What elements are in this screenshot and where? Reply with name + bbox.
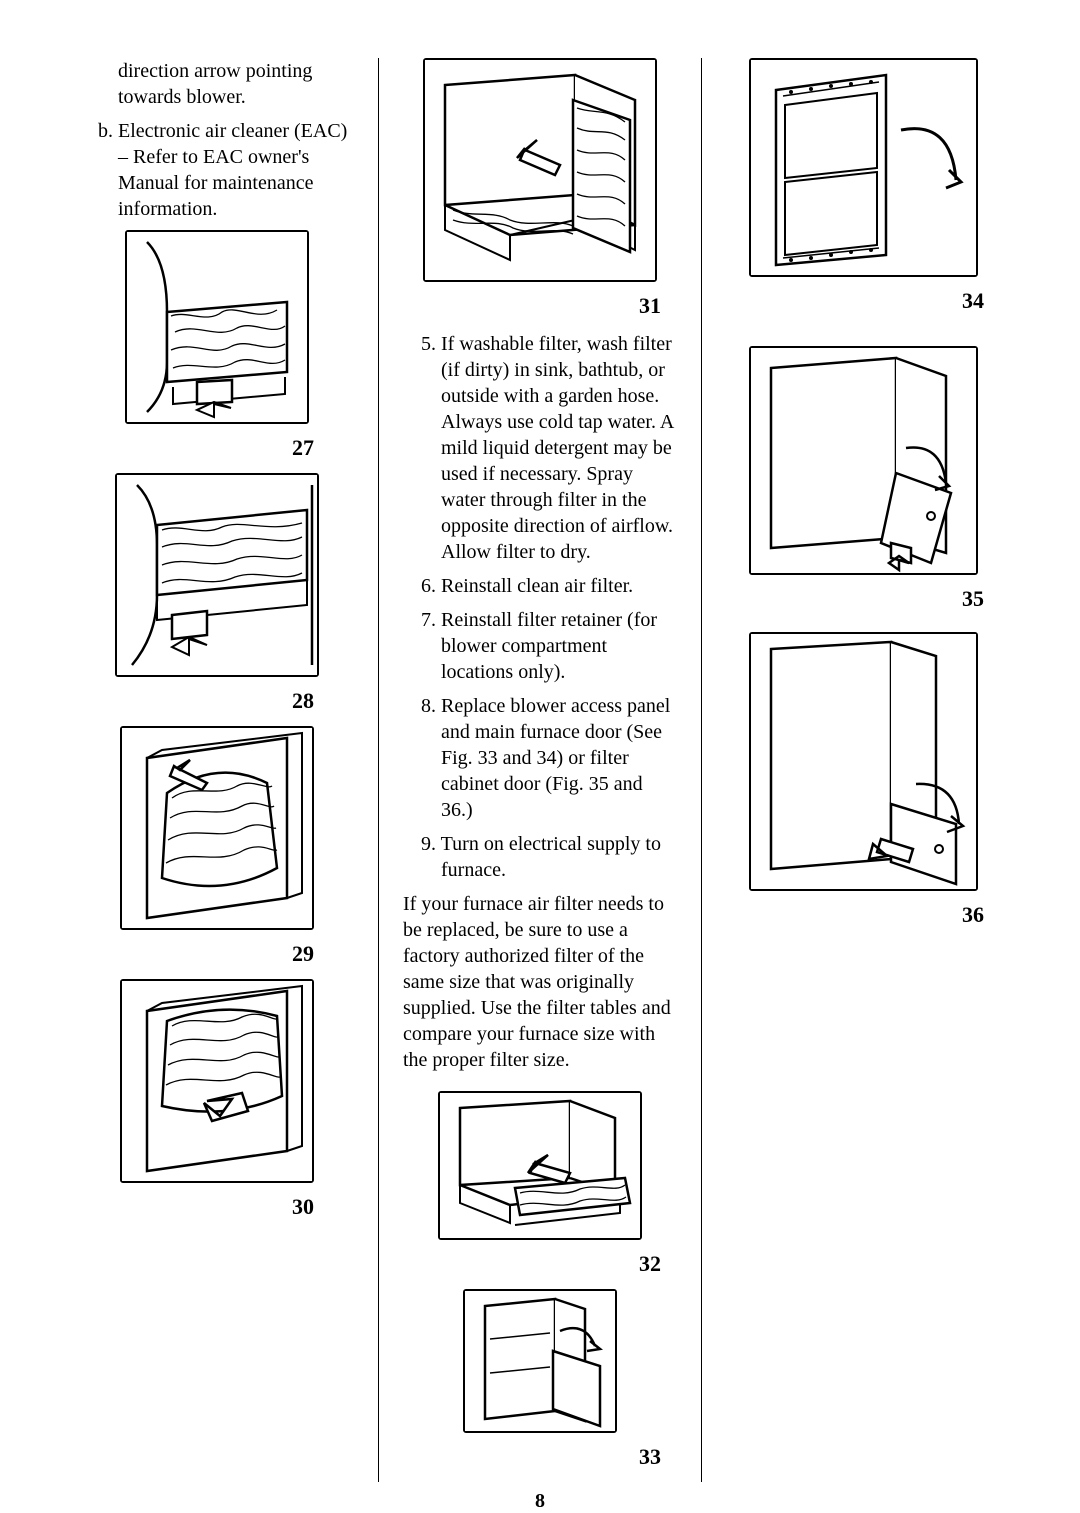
figure-35-svg	[751, 348, 976, 573]
figure-30-svg	[122, 981, 312, 1181]
text-eac: b. Electronic air cleaner (EAC) – Refer …	[80, 118, 354, 222]
figure-28	[80, 473, 354, 682]
figure-29	[80, 726, 354, 935]
column-2: 31 5. If washable filter, wash filter (i…	[403, 58, 677, 1482]
figure-36	[726, 632, 1000, 896]
figure-33	[403, 1289, 677, 1438]
figure-31-number: 31	[403, 293, 661, 319]
figure-29-svg	[122, 728, 312, 928]
figure-33-number: 33	[403, 1444, 661, 1470]
page: direction arrow pointing towards blower.…	[0, 0, 1080, 1397]
figure-34-number: 34	[726, 288, 984, 314]
figure-30-number: 30	[80, 1194, 314, 1220]
column-3: 34 35	[726, 58, 1000, 1482]
figure-34-svg	[751, 60, 976, 275]
figure-28-svg	[117, 475, 317, 675]
step-8: 8. Replace blower access panel and main …	[403, 693, 677, 823]
figure-30	[80, 979, 354, 1188]
column-divider-1	[378, 58, 379, 1482]
figure-36-number: 36	[726, 902, 984, 928]
step-9: 9. Turn on electrical supply to furnace.	[403, 831, 677, 883]
figure-35-number: 35	[726, 586, 984, 612]
filter-note: If your furnace air filter needs to be r…	[403, 891, 677, 1073]
page-number: 8	[80, 1490, 1000, 1513]
step-6: 6. Reinstall clean air filter.	[403, 573, 677, 599]
step-5: 5. If washable filter, wash filter (if d…	[403, 331, 677, 565]
column-1: direction arrow pointing towards blower.…	[80, 58, 354, 1482]
figure-27-svg	[127, 232, 307, 422]
figure-28-number: 28	[80, 688, 314, 714]
figure-32-svg	[440, 1093, 640, 1238]
figure-29-number: 29	[80, 941, 314, 967]
text-direction-arrow: direction arrow pointing towards blower.	[80, 58, 354, 110]
figure-35	[726, 346, 1000, 580]
figure-31	[403, 58, 677, 287]
figure-33-svg	[465, 1291, 615, 1431]
figure-34	[726, 58, 1000, 282]
figure-36-svg	[751, 634, 976, 889]
figure-32	[403, 1091, 677, 1245]
figure-27-number: 27	[80, 435, 314, 461]
columns: direction arrow pointing towards blower.…	[80, 58, 1000, 1482]
column-divider-2	[701, 58, 702, 1482]
figure-32-number: 32	[403, 1251, 661, 1277]
step-7: 7. Reinstall filter retainer (for blower…	[403, 607, 677, 685]
figure-31-svg	[425, 60, 655, 280]
figure-27	[80, 230, 354, 429]
